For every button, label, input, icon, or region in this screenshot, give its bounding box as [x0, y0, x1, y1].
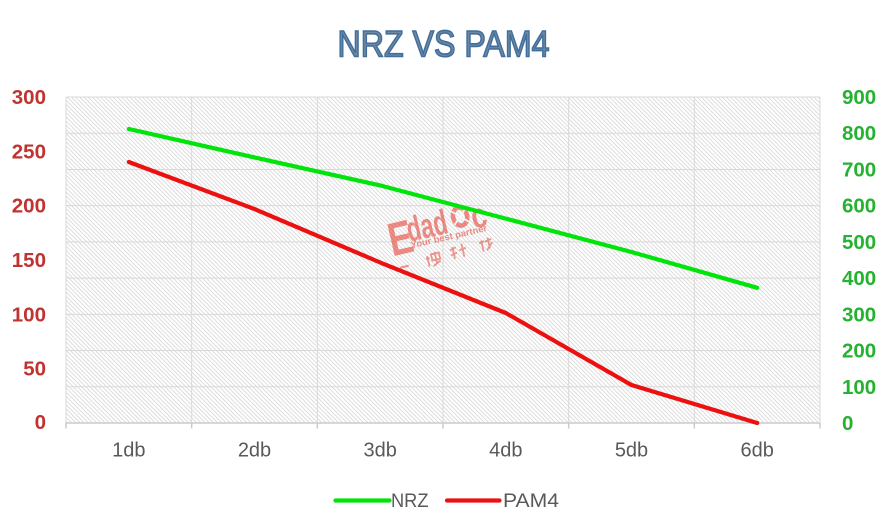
svg-text:400: 400 — [842, 267, 876, 290]
svg-text:250: 250 — [12, 140, 46, 163]
svg-text:900: 900 — [842, 86, 876, 109]
svg-text:150: 150 — [12, 249, 46, 272]
svg-text:600: 600 — [842, 195, 876, 218]
svg-text:800: 800 — [842, 122, 876, 145]
svg-text:100: 100 — [12, 303, 46, 326]
svg-text:50: 50 — [23, 358, 46, 381]
svg-text:0: 0 — [35, 411, 46, 434]
svg-text:200: 200 — [12, 195, 46, 218]
svg-text:300: 300 — [842, 303, 876, 326]
svg-text:PAM4: PAM4 — [503, 491, 559, 512]
svg-text:100: 100 — [842, 376, 876, 399]
svg-text:3db: 3db — [364, 440, 397, 462]
svg-text:dad: dad — [403, 203, 452, 250]
svg-text:0: 0 — [842, 412, 853, 435]
svg-text:300: 300 — [12, 86, 46, 109]
svg-text:4db: 4db — [489, 440, 522, 462]
svg-text:NRZ VS PAM4: NRZ VS PAM4 — [338, 24, 550, 65]
svg-text:500: 500 — [842, 231, 876, 254]
svg-text:700: 700 — [842, 158, 876, 181]
svg-text:5db: 5db — [615, 440, 648, 462]
svg-text:200: 200 — [842, 340, 876, 363]
svg-text:NRZ: NRZ — [391, 491, 429, 512]
svg-text:2db: 2db — [238, 440, 271, 462]
svg-text:6db: 6db — [741, 440, 774, 462]
svg-text:1db: 1db — [112, 440, 145, 462]
